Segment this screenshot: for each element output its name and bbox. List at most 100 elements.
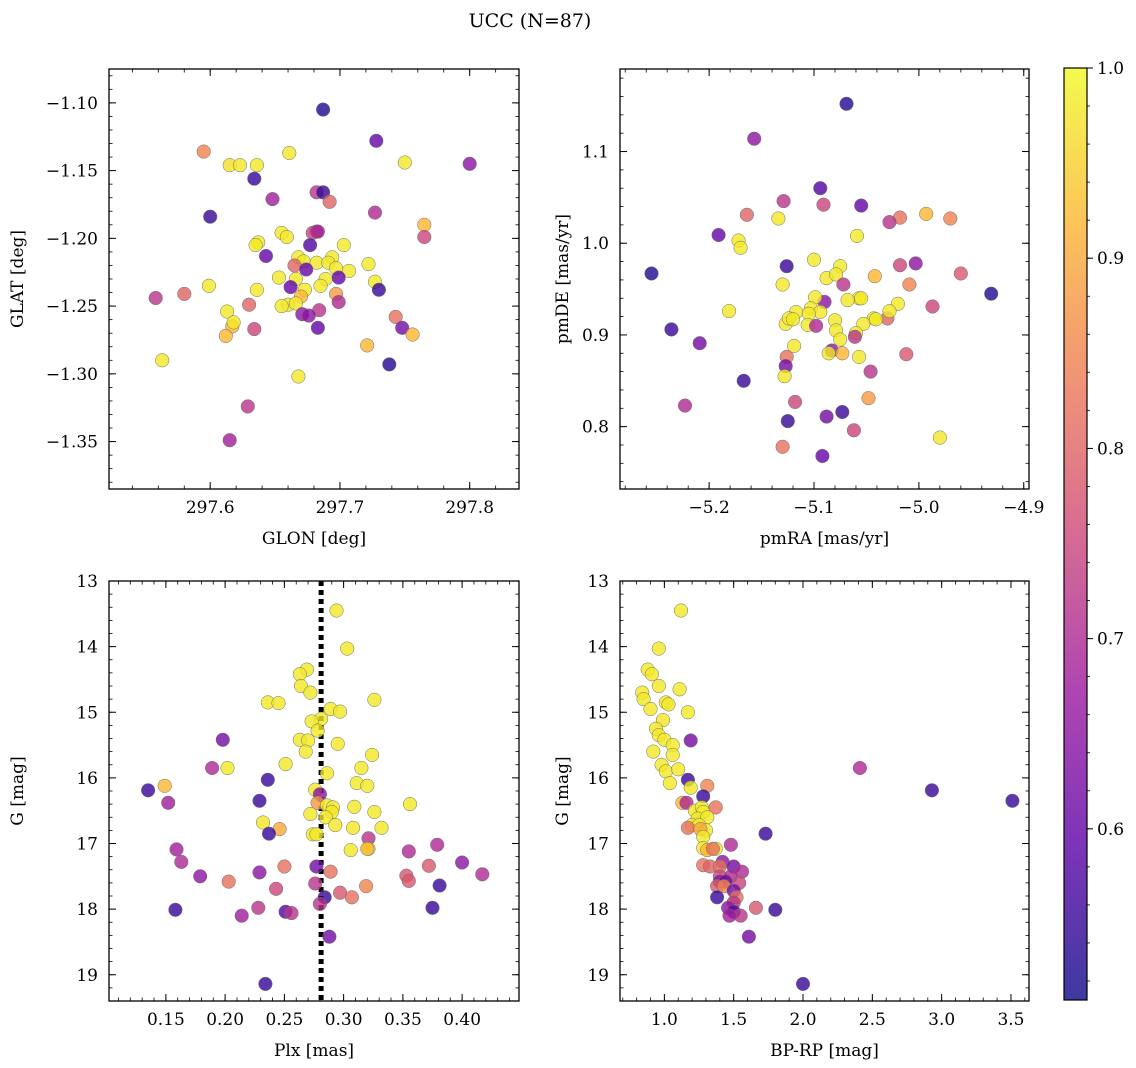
scatter-point	[680, 705, 695, 720]
scatter-point	[323, 864, 338, 879]
scatter-point	[943, 211, 958, 226]
scatter-point	[292, 667, 307, 682]
scatter-point	[303, 238, 318, 253]
y-tick-label: 18	[76, 900, 98, 920]
scatter-point	[644, 667, 659, 682]
scatter-point	[747, 131, 762, 146]
scatter-point	[710, 890, 725, 905]
scatter-point	[892, 258, 908, 273]
scatter-point	[795, 976, 811, 991]
x-tick-label: 0.20	[206, 1010, 244, 1030]
scatter-point	[432, 878, 447, 893]
x-tick-label: 297.7	[316, 498, 365, 518]
scatter-point	[340, 641, 355, 656]
scatter-point	[849, 228, 865, 243]
scatter-point	[788, 394, 803, 409]
scatter-point	[662, 776, 677, 791]
colorbar: 0.6 0.7 0.8 0.9 1.0	[1063, 59, 1124, 1001]
scatter-point	[265, 192, 280, 207]
scatter-point	[301, 308, 316, 323]
scatter-point	[249, 282, 264, 297]
x-axis-label: BP-RP [mag]	[770, 1041, 879, 1061]
scatter-point	[932, 430, 947, 445]
scatter-point	[828, 267, 844, 282]
scatter-point	[397, 155, 412, 170]
scatter-point	[331, 270, 346, 285]
scatter-point	[953, 266, 968, 281]
scatter-point	[854, 198, 869, 213]
scatter-point	[193, 869, 208, 884]
scatter-point	[863, 364, 878, 379]
x-tick-label: 1.5	[720, 1010, 747, 1030]
scatter-point	[658, 764, 673, 779]
scatter-point	[711, 227, 726, 243]
scatter-point	[867, 269, 882, 284]
scatter-point	[924, 783, 939, 798]
scatter-point	[809, 318, 824, 333]
scatter-point	[636, 692, 651, 707]
scatter-point	[310, 320, 325, 335]
scatter-point	[278, 757, 293, 772]
scatter-point	[343, 843, 358, 858]
scatter-point	[319, 766, 335, 781]
scatter-point	[868, 312, 883, 327]
scatter-point	[360, 338, 375, 353]
scatter-point	[316, 102, 331, 117]
colorbar-tick-label: 0.7	[1097, 630, 1124, 650]
scatter-point	[475, 867, 490, 882]
scatter-point	[819, 409, 834, 424]
scatter-point	[258, 248, 274, 264]
scatter-point	[203, 209, 218, 224]
colorbar-bar	[1063, 67, 1088, 1001]
scatter-point	[672, 682, 687, 697]
scatter-point	[222, 433, 237, 448]
scatter-point	[680, 820, 695, 835]
x-axis-label: GLON [deg]	[262, 529, 366, 549]
scatter-point	[739, 207, 754, 222]
colorbar-tick-label: 0.9	[1097, 249, 1124, 269]
scatter-point	[333, 704, 348, 719]
scatter-point	[785, 312, 801, 327]
scatter-point	[312, 896, 327, 911]
x-tick-label: −5.0	[898, 498, 939, 518]
scatter-point	[258, 976, 273, 991]
scatter-point	[232, 158, 248, 173]
scatter-point	[673, 603, 689, 618]
scatter-point	[169, 842, 184, 857]
y-tick-label: 17	[587, 835, 609, 855]
scatter-point	[839, 96, 854, 111]
scatter-point	[692, 336, 707, 351]
scatter-point	[815, 448, 830, 464]
scatter-point	[328, 818, 343, 833]
x-axis-label: Plx [mas]	[274, 1041, 354, 1061]
scatter-point	[722, 304, 737, 319]
scatter-point	[354, 760, 369, 776]
scatter-point	[758, 826, 773, 841]
y-tick-label: 0.8	[582, 418, 609, 438]
y-tick-label: 18	[587, 900, 609, 920]
scatter-point	[288, 296, 303, 311]
figure-title: UCC (N=87)	[469, 10, 592, 32]
scatter-point	[902, 277, 917, 292]
scatter-point	[840, 293, 855, 308]
scatter-point	[221, 874, 236, 889]
scatter-point	[336, 238, 351, 253]
scatter-point	[908, 256, 923, 271]
x-tick-label: −5.2	[689, 498, 730, 518]
scatter-point	[157, 778, 172, 793]
x-tick-label: 0.35	[384, 1010, 422, 1030]
scatter-point	[401, 873, 416, 888]
scatter-point	[205, 760, 220, 776]
scatter-point	[741, 929, 756, 944]
x-tick-label: 0.15	[147, 1010, 185, 1030]
scatter-point	[683, 733, 698, 748]
scatter-point	[852, 760, 867, 776]
scatter-point	[646, 744, 661, 759]
x-tick-label: 297.6	[186, 498, 235, 518]
points-group	[635, 603, 1020, 991]
scatter-point	[813, 181, 828, 196]
scatter-point	[371, 282, 386, 297]
scatter-point	[455, 855, 470, 870]
y-tick-label: 15	[587, 703, 609, 723]
scatter-point	[671, 762, 686, 777]
